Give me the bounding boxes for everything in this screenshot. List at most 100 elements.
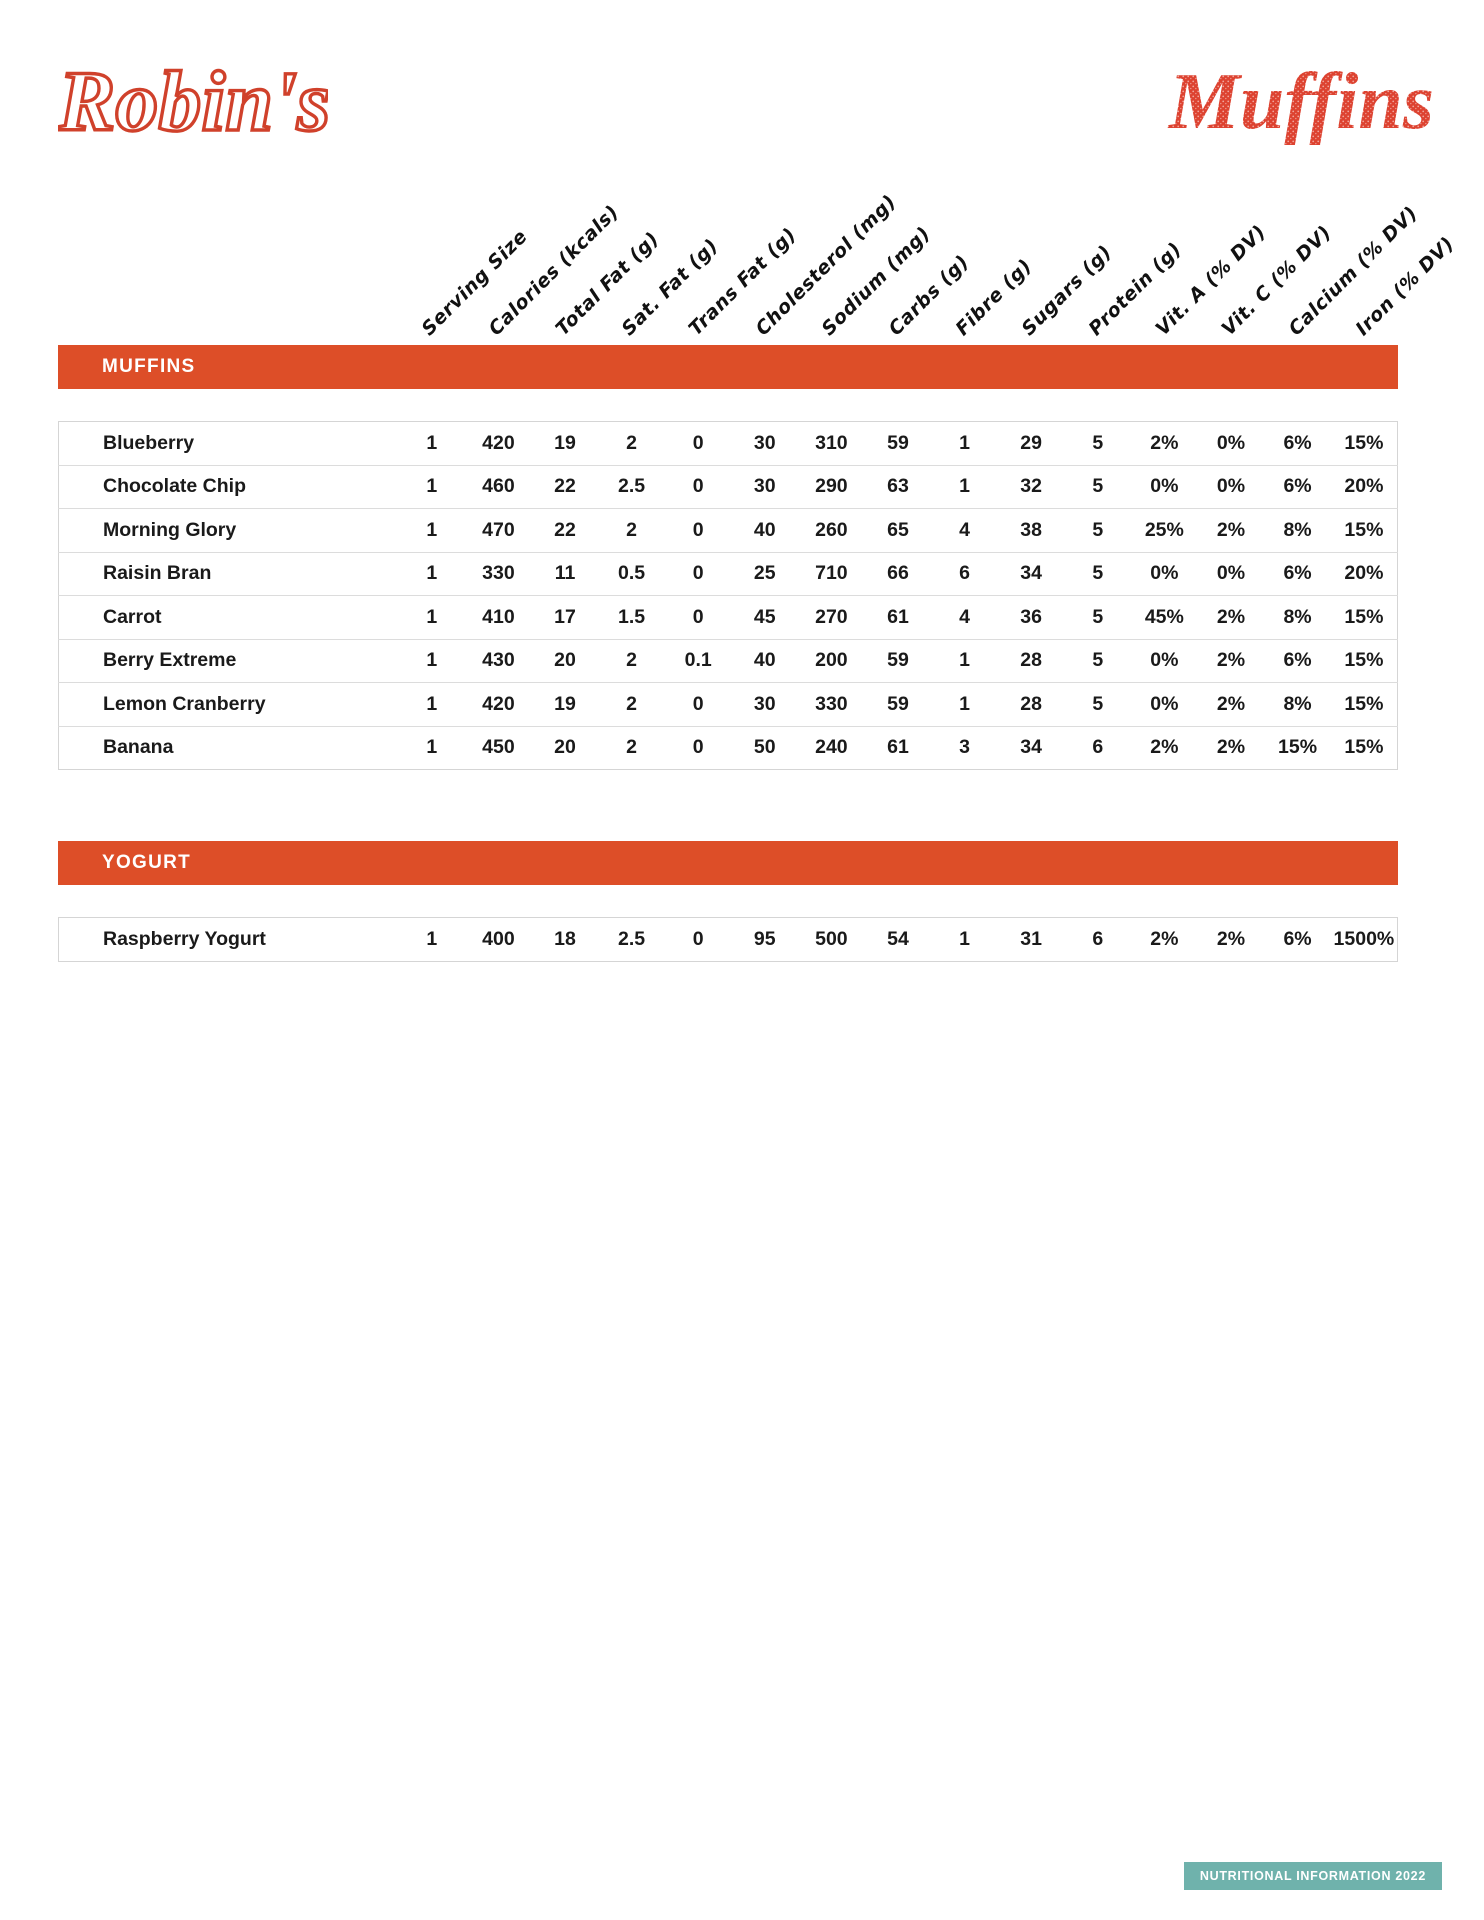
cell-cholesterol-mg: 25 [731,552,799,596]
cell-calories-kcals: 470 [465,508,532,553]
table-row: Carrot 1 410 17 1.5 0 45 270 61 4 36 5 45% 2% 8% 15% [58,595,1398,640]
cell-trans-fat-g: 0.1 [664,639,732,683]
cell-vit-c-dv: 2% [1197,595,1265,640]
cell-iron-dv: 20% [1330,552,1398,596]
nutrition-table-yogurt: Raspberry Yogurt 1 400 18 2.5 0 95 500 54 1 31 6 2% 2… [58,917,1398,962]
cell-protein-g: 5 [1064,465,1132,509]
cell-total-fat-g: 22 [531,508,599,553]
cell-carbs-g: 54 [887,927,909,950]
cell-sodium-mg: 200 [798,639,865,683]
cell-vit-c-dv: 2% [1197,508,1265,553]
cell-sat-fat-g: 2 [598,421,665,466]
cell-vit-a-dv: 0% [1131,682,1198,727]
cell-sugars-g: 38 [997,508,1065,553]
cell-sugars-g: 32 [997,465,1065,509]
table-row: Chocolate Chip 1 460 22 2.5 0 30 290 63 1 32 5 0% 0% 6… [58,465,1398,509]
cell-fibre-g: 1 [931,421,998,466]
cell-calcium-dv: 6% [1283,927,1312,950]
table-row: Banana 1 450 20 2 0 50 240 61 3 34 6 2% 2% 15% 15% [59,726,1398,770]
cell-vit-a-dv: 0% [1131,465,1198,509]
cell-fibre-g: 4 [931,595,998,640]
cell-iron-dv: 15% [1330,421,1398,466]
cell-protein-g: 5 [1064,421,1132,466]
cell-total-fat-g: 22 [531,465,599,509]
cell-sodium-mg: 290 [798,465,865,509]
cell-protein-g: 5 [1064,552,1132,596]
cell-cholesterol-mg: 45 [731,595,799,640]
cell-vit-c-dv: 2% [1197,682,1265,727]
cell-trans-fat-g: 0 [664,421,732,466]
cell-protein-g: 6 [1092,736,1104,759]
cell-vit-c-dv: 2% [1216,927,1246,950]
cell-total-fat-g: 17 [531,595,599,640]
cell-fibre-g: 6 [931,552,998,596]
cell-protein-g: 5 [1064,508,1132,553]
category-title: Muffins [1082,40,1442,150]
cell-iron-dv: 15% [1330,508,1398,553]
cell-calories-kcals: 420 [465,682,532,727]
cell-fibre-g: 1 [931,465,998,509]
cell-sodium-mg: 330 [798,682,865,727]
cell-trans-fat-g: 0 [664,552,732,596]
cell-carbs-g: 59 [864,421,932,466]
cell-sugars-g: 34 [1020,736,1042,759]
cell-cholesterol-mg: 40 [731,639,799,683]
cell-fibre-g: 1 [931,639,998,683]
table-row: Raisin Bran 1 330 11 0.5 0 25 710 66 6 34 5 0% 0% 6% 20… [58,552,1398,596]
nutrition-table-muffins: Blueberry 1 420 19 2 0 30 310 59 1 29 5 2% 0% 6% 15% Cho… [58,421,1398,770]
cell-serving-size: 1 [398,682,466,727]
cell-fibre-g: 1 [959,927,970,950]
cell-sodium-mg: 260 [798,508,865,553]
section-title: YOGURT [102,852,192,873]
cell-carbs-g: 61 [864,595,932,640]
cell-sat-fat-g: 2 [598,639,665,683]
cell-total-fat-g: 11 [531,552,599,596]
cell-vit-a-dv: 2% [1131,421,1198,466]
brand-logo-text: Robin's [58,53,328,149]
cell-vit-a-dv: 0% [1131,639,1198,683]
cell-serving-size: 1 [398,465,466,509]
cell-serving-size: 1 [426,927,438,950]
cell-carbs-g: 59 [864,639,932,683]
cell-sat-fat-g: 2 [598,682,665,727]
cell-fibre-g: 3 [959,736,970,759]
cell-sugars-g: 28 [997,639,1065,683]
cell-sat-fat-g: 0.5 [598,552,665,596]
cell-serving-size: 1 [398,552,466,596]
cell-trans-fat-g: 0 [692,736,704,759]
table-row: Raspberry Yogurt 1 400 18 2.5 0 95 500 54 1 31 6 2% 2… [59,918,1398,962]
cell-cholesterol-mg: 40 [731,508,799,553]
cell-calcium-dv: 6% [1264,421,1331,466]
table-row: Berry Extreme 1 430 20 2 0.1 40 200 59 1 28 5 0% 2% 6%… [58,639,1398,683]
cell-calories-kcals: 420 [465,421,532,466]
cell-calcium-dv: 6% [1264,552,1331,596]
cell-vit-a-dv: 25% [1131,508,1198,553]
column-headers: Serving Size Calories (kcals) Total Fat (g… [0,180,1484,340]
cell-total-fat-g: 19 [531,682,599,727]
cell-sat-fat-g: 2.5 [598,465,665,509]
cell-carbs-g: 61 [887,736,909,759]
cell-sugars-g: 29 [997,421,1065,466]
item-name: Berry Extreme [58,639,399,683]
cell-cholesterol-mg: 50 [753,736,776,759]
cell-calories-kcals: 460 [465,465,532,509]
cell-iron-dv: 15% [1344,736,1384,759]
cell-total-fat-g: 20 [554,736,576,759]
cell-iron-dv: 20% [1330,465,1398,509]
cell-iron-dv: 15% [1330,682,1398,727]
cell-vit-a-dv: 2% [1150,736,1179,759]
cell-cholesterol-mg: 30 [731,682,799,727]
cell-vit-c-dv: 0% [1197,421,1265,466]
item-name: Carrot [58,595,399,640]
category-title-text: Muffins [1167,58,1434,146]
cell-vit-c-dv: 2% [1197,639,1265,683]
item-name: Morning Glory [58,508,399,553]
section-header-muffins: MUFFINS [58,345,1398,389]
cell-protein-g: 5 [1064,682,1132,727]
cell-calories-kcals: 400 [482,927,515,950]
cell-iron-dv: 15% [1330,595,1398,640]
column-header-1: Calories (kcals) [484,201,624,340]
cell-sodium-mg: 500 [815,927,848,950]
cell-sodium-mg: 310 [798,421,865,466]
cell-sat-fat-g: 2.5 [618,927,646,950]
